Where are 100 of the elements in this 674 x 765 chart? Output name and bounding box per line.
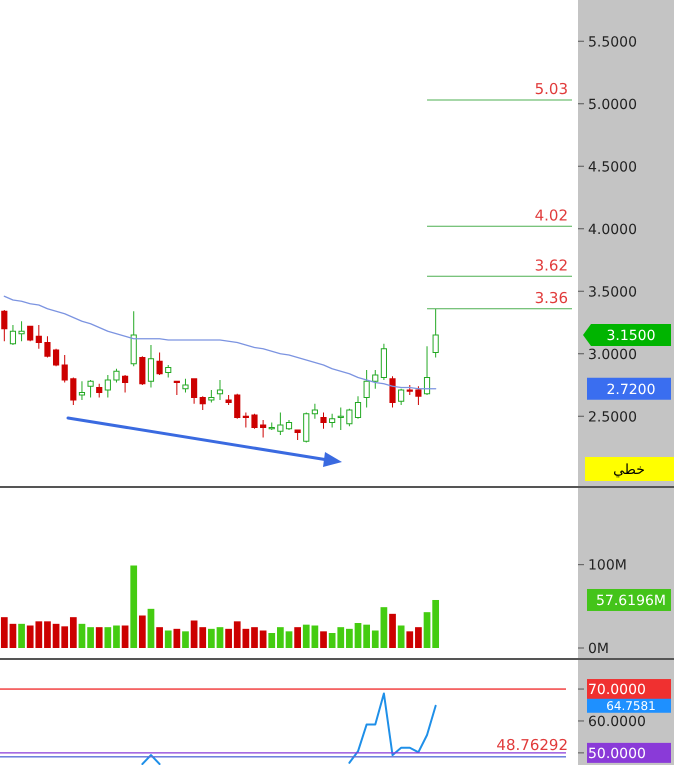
candlestick — [329, 413, 336, 428]
bar — [389, 614, 396, 648]
bar — [415, 627, 422, 648]
candlestick — [36, 324, 42, 350]
candlestick — [364, 370, 370, 408]
candlestick — [346, 408, 352, 427]
y-tick-label: 2.5000 — [588, 409, 637, 426]
bar — [380, 607, 388, 648]
text: خطي — [613, 462, 645, 478]
candlestick — [122, 374, 128, 393]
bar — [138, 616, 146, 648]
candlestick — [44, 336, 51, 358]
bar — [251, 627, 258, 648]
candlestick — [389, 376, 396, 408]
bar — [268, 633, 276, 648]
candlestick — [87, 380, 94, 398]
candlestick — [320, 412, 327, 430]
y-tick-label: 70.0000 — [588, 682, 646, 698]
candlestick — [415, 386, 422, 406]
bar — [242, 628, 250, 648]
bar — [294, 627, 301, 648]
bar — [0, 617, 8, 648]
bar — [190, 620, 198, 648]
bar — [122, 626, 128, 648]
y-tick-label: 60.0000 — [588, 714, 646, 730]
bar — [182, 631, 189, 648]
text: 64.7581 — [606, 698, 656, 713]
text: 2.7200 — [606, 382, 656, 398]
bar — [35, 621, 42, 648]
candlestick — [78, 380, 86, 400]
bar — [398, 626, 405, 648]
candlestick — [165, 364, 172, 378]
candlestick — [294, 430, 301, 440]
candlestick — [260, 420, 266, 438]
bar — [260, 630, 266, 648]
candlestick — [406, 384, 413, 396]
candlestick — [277, 412, 284, 436]
bar — [61, 626, 68, 648]
ref-line-label: 4.02 — [534, 206, 568, 224]
y-tick-label: 4.5000 — [588, 159, 637, 176]
bar — [328, 633, 336, 648]
candlestick — [1, 310, 8, 342]
candlestick — [182, 378, 189, 393]
candlestick — [62, 354, 68, 383]
bar — [424, 612, 430, 648]
bar — [302, 624, 310, 648]
candlestick — [70, 377, 76, 406]
ref-line-label: 3.62 — [534, 256, 568, 274]
candlestick — [372, 370, 378, 390]
candlestick — [96, 383, 102, 398]
bar — [70, 617, 77, 648]
bar — [10, 624, 16, 648]
candlestick — [113, 368, 120, 383]
candlestick — [191, 378, 198, 404]
bar — [199, 627, 206, 648]
bar — [26, 626, 34, 648]
bar — [406, 631, 414, 648]
candlestick — [424, 346, 430, 396]
bar — [277, 627, 284, 648]
y-tick-label: 100M — [588, 558, 627, 574]
candlestick — [156, 352, 163, 376]
candlestick — [52, 348, 60, 367]
bar — [234, 621, 241, 648]
bar — [312, 626, 318, 648]
y-tick-label: 50.0000 — [588, 746, 646, 762]
bar — [432, 600, 440, 648]
candlestick — [104, 374, 111, 398]
bar — [173, 628, 180, 648]
candlestick — [242, 412, 249, 428]
bar — [104, 627, 112, 648]
bar — [96, 627, 103, 648]
bar — [225, 628, 232, 648]
candlestick — [312, 403, 318, 420]
annotation: 48.76292 — [496, 736, 568, 754]
text: 3.1500 — [606, 328, 656, 344]
candlestick — [338, 407, 344, 430]
y-tick-label: 5.5000 — [588, 34, 637, 50]
y-tick-label: 3.0000 — [588, 346, 637, 363]
bar — [208, 628, 215, 648]
candlestick — [216, 380, 224, 400]
candlestick — [398, 388, 404, 406]
y-tick-label: 3.5000 — [588, 284, 637, 300]
bar — [372, 630, 379, 648]
candlestick — [10, 324, 16, 346]
bar — [130, 566, 138, 648]
ref-line-label: 5.03 — [534, 80, 568, 98]
candlestick — [174, 380, 180, 396]
bar — [216, 627, 224, 648]
y-tick-label: 0M — [588, 641, 609, 657]
y-tick-label: 5.0000 — [588, 96, 637, 113]
bar — [286, 631, 292, 648]
bar — [320, 631, 327, 648]
candlestick — [251, 413, 258, 430]
ref-line-label: 3.36 — [534, 288, 568, 307]
text: 57.6196M — [596, 592, 666, 609]
candlestick — [148, 344, 154, 388]
candlestick — [286, 420, 292, 430]
bar — [18, 624, 25, 648]
bar — [363, 624, 370, 648]
candlestick — [432, 308, 439, 358]
